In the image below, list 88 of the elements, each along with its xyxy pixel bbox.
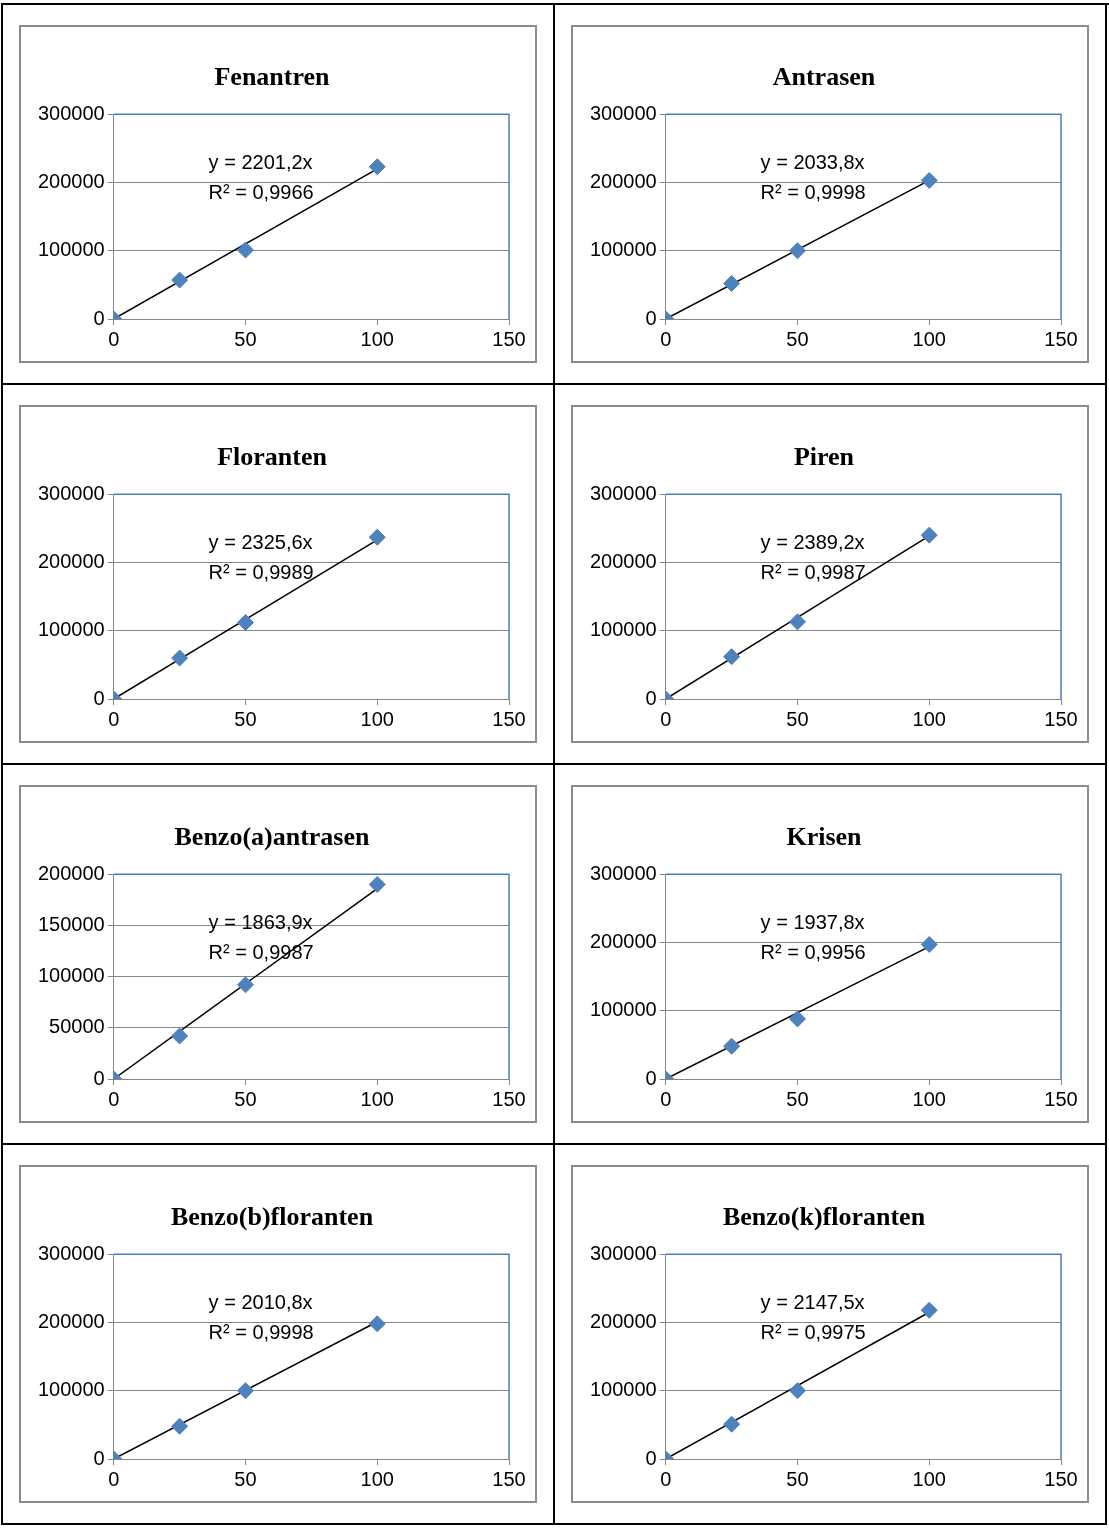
chart-title: Krisen <box>786 822 863 852</box>
chart-title: Benzo(k)floranten <box>722 1202 926 1232</box>
y-tick-label: 300000 <box>589 861 657 884</box>
y-tick-label: 200000 <box>589 929 657 952</box>
annotation: y = 2325,6x <box>208 530 313 553</box>
y-tick-label: 100000 <box>589 618 657 641</box>
y-tick-label: 0 <box>93 306 105 329</box>
y-tick-label: 100000 <box>37 238 105 261</box>
y-tick-label: 50000 <box>49 1015 105 1038</box>
annotation: R² = 0,9998 <box>208 1320 314 1343</box>
y-tick-label: 300000 <box>37 101 105 124</box>
y-tick-label: 200000 <box>589 549 657 572</box>
x-tick-label: 100 <box>912 707 946 730</box>
x-tick-label: 150 <box>492 327 526 350</box>
x-tick-label: 0 <box>660 707 672 730</box>
x-tick-label: 50 <box>786 1087 809 1110</box>
x-tick-label: 150 <box>1044 1087 1078 1110</box>
x-tick-label: 100 <box>912 1467 946 1490</box>
x-tick-label: 100 <box>360 1087 394 1110</box>
y-tick-label: 300000 <box>589 101 657 124</box>
y-tick-label: 0 <box>645 1066 657 1089</box>
chart-title: Floranten <box>217 442 328 472</box>
y-tick-label: 200000 <box>37 549 105 572</box>
x-tick-label: 150 <box>1044 327 1078 350</box>
annotation: R² = 0,9998 <box>760 180 866 203</box>
x-tick-label: 50 <box>234 1467 257 1490</box>
y-tick-label: 100000 <box>37 1378 105 1401</box>
x-tick-label: 0 <box>660 1467 672 1490</box>
y-tick-label: 300000 <box>37 1241 105 1264</box>
x-tick-label: 50 <box>234 1087 257 1110</box>
x-tick-label: 0 <box>108 707 120 730</box>
x-tick-label: 50 <box>786 707 809 730</box>
x-tick-label: 150 <box>1044 1467 1078 1490</box>
chart-title: Benzo(a)antrasen <box>174 822 371 852</box>
x-tick-label: 0 <box>108 1087 120 1110</box>
x-tick-label: 100 <box>912 327 946 350</box>
x-tick-label: 0 <box>660 327 672 350</box>
y-tick-label: 0 <box>93 1066 105 1089</box>
chart-title: Benzo(b)floranten <box>170 1202 374 1232</box>
annotation: R² = 0,9956 <box>760 940 866 963</box>
y-tick-label: 150000 <box>37 912 105 935</box>
y-tick-label: 0 <box>645 1446 657 1469</box>
x-tick-label: 150 <box>1044 707 1078 730</box>
x-tick-label: 150 <box>492 1087 526 1110</box>
x-tick-label: 0 <box>108 327 120 350</box>
y-tick-label: 200000 <box>589 169 657 192</box>
chart-title: Antrasen <box>772 62 876 92</box>
annotation: R² = 0,9989 <box>208 560 314 583</box>
annotation: R² = 0,9975 <box>760 1320 866 1343</box>
y-tick-label: 200000 <box>37 1309 105 1332</box>
annotation: y = 2201,2x <box>208 150 313 173</box>
chart-title: Fenantren <box>214 62 331 92</box>
x-tick-label: 50 <box>786 1467 809 1490</box>
x-tick-label: 0 <box>660 1087 672 1110</box>
y-tick-label: 100000 <box>37 618 105 641</box>
x-tick-label: 100 <box>360 327 394 350</box>
annotation: y = 1863,9x <box>208 910 313 933</box>
y-tick-label: 200000 <box>37 169 105 192</box>
y-tick-label: 300000 <box>37 481 105 504</box>
chart-title: Piren <box>793 442 855 472</box>
x-tick-label: 100 <box>912 1087 946 1110</box>
y-tick-label: 0 <box>645 686 657 709</box>
annotation: R² = 0,9966 <box>208 180 314 203</box>
x-tick-label: 150 <box>492 1467 526 1490</box>
y-tick-label: 100000 <box>589 1378 657 1401</box>
annotation: y = 2033,8x <box>760 150 865 173</box>
y-tick-label: 0 <box>645 306 657 329</box>
y-tick-label: 300000 <box>589 481 657 504</box>
annotation: y = 1937,8x <box>760 910 865 933</box>
y-tick-label: 100000 <box>589 238 657 261</box>
x-tick-label: 0 <box>108 1467 120 1490</box>
x-tick-label: 100 <box>360 1467 394 1490</box>
annotation: y = 2389,2x <box>760 530 865 553</box>
x-tick-label: 50 <box>234 707 257 730</box>
y-tick-label: 200000 <box>37 861 105 884</box>
x-tick-label: 100 <box>360 707 394 730</box>
y-tick-label: 200000 <box>589 1309 657 1332</box>
y-tick-label: 100000 <box>589 998 657 1021</box>
annotation: y = 2010,8x <box>208 1290 313 1313</box>
annotation: y = 2147,5x <box>760 1290 865 1313</box>
y-tick-label: 300000 <box>589 1241 657 1264</box>
y-tick-label: 0 <box>93 1446 105 1469</box>
x-tick-label: 150 <box>492 707 526 730</box>
annotation: R² = 0,9987 <box>760 560 866 583</box>
x-tick-label: 50 <box>786 327 809 350</box>
y-tick-label: 0 <box>93 686 105 709</box>
y-tick-label: 100000 <box>37 964 105 987</box>
x-tick-label: 50 <box>234 327 257 350</box>
